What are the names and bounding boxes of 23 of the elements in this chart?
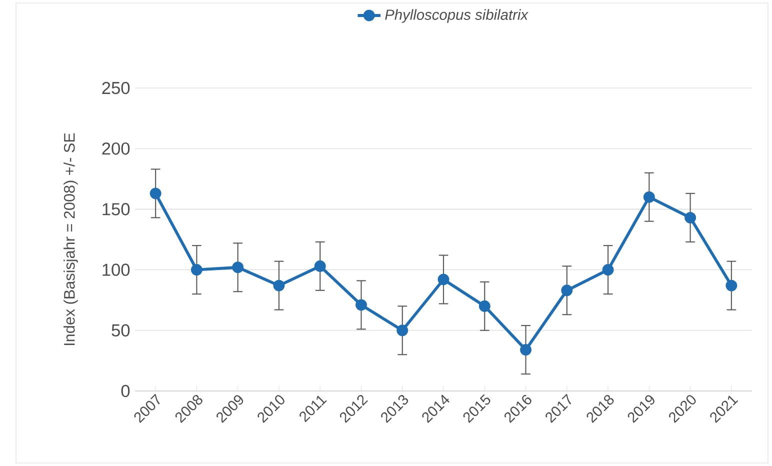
y-tick-label: 250 bbox=[102, 82, 130, 94]
point bbox=[273, 280, 285, 292]
legend-label: Phylloscopus sibilatrix bbox=[385, 9, 528, 23]
point bbox=[602, 264, 614, 276]
point bbox=[643, 191, 655, 203]
point bbox=[684, 212, 696, 224]
point bbox=[150, 188, 162, 200]
y-tick-label: 150 bbox=[102, 203, 130, 216]
y-tick-label: 50 bbox=[112, 324, 130, 337]
point bbox=[438, 274, 450, 286]
y-tick-label: 200 bbox=[102, 142, 130, 155]
point bbox=[726, 280, 738, 292]
point bbox=[396, 324, 408, 336]
point bbox=[356, 299, 367, 311]
point bbox=[190, 264, 202, 276]
y-axis-title: Index (Basisjahr = 2008) +/- SE bbox=[64, 133, 78, 346]
y-tick-label: 100 bbox=[102, 264, 130, 276]
y-tick-label: 0 bbox=[121, 384, 130, 398]
point bbox=[232, 262, 244, 274]
point bbox=[478, 300, 490, 312]
point bbox=[314, 260, 326, 272]
point bbox=[561, 284, 573, 296]
point bbox=[520, 344, 532, 356]
